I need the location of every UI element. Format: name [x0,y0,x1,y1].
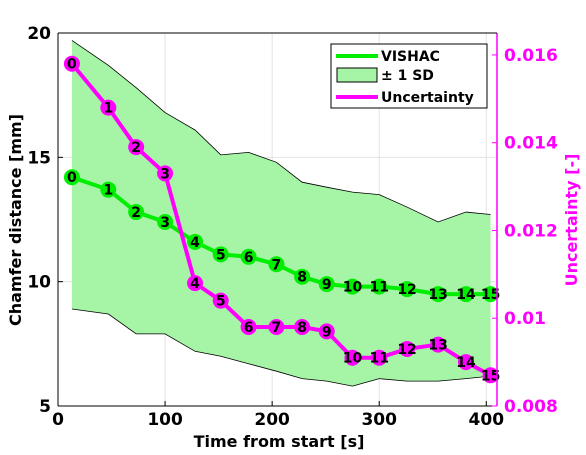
y-right-tick-label-3: 0.014 [504,134,558,154]
y-tick-label-2: 15 [27,148,51,168]
axes: 0 100 200 300 40051015200.0080.010.0120.0140… [27,24,558,430]
uncertainty-point-1 [100,99,117,116]
vishac-point-8 [294,268,311,285]
uncertainty-point-label-14: 14 [456,355,476,371]
vishac-point-14 [457,286,474,303]
uncertainty-point-label-15: 15 [481,368,500,384]
vishac-point-label-5: 5 [216,247,226,263]
vishac-point-label-0: 0 [67,170,77,186]
vishac-point-label-2: 2 [131,205,141,221]
x-tick-label-4: 400 [469,410,505,430]
vishac-point-2 [128,204,145,221]
legend-band-label: ± 1 SD [381,68,434,84]
uncertainty-point-label-1: 1 [103,101,113,117]
uncertainty-point-11 [371,349,388,366]
uncertainty-point-label-3: 3 [160,166,170,182]
uncertainty-line [70,62,492,378]
uncertainty-point-4 [187,275,204,292]
x-tick-label-0: 0 [52,410,64,430]
vishac-point-label-8: 8 [297,270,307,286]
vishac-point-label-6: 6 [244,250,254,266]
vishac-point-label-15: 15 [481,287,500,303]
vishac-point-10 [344,278,361,295]
vishac-point-label-7: 7 [272,257,282,273]
vishac-point-7 [268,256,285,273]
vishac-point-label-13: 13 [428,287,447,303]
sd-band-lower-edge [71,308,491,387]
uncertainty-point-0 [63,55,80,72]
uncertainty-point-label-11: 11 [369,351,388,367]
vishac-point-label-1: 1 [103,183,113,199]
uncertainty-point-14 [457,354,474,371]
sd-band-area [71,40,491,387]
uncertainty-point-15 [482,367,499,384]
uncertainty-point-label-10: 10 [343,351,363,367]
uncertainty-point-label-7: 7 [272,320,282,336]
vishac-point-3 [157,213,174,230]
x-tick-label-2: 200 [254,410,290,430]
uncertainty-point-label-4: 4 [190,276,200,292]
legend-vishac-label: VISHAC [381,49,440,65]
x-axis-label: Time from start [s] [194,432,365,451]
y-axis-right-label: Uncertainty [-] [562,154,581,287]
uncertainty-point-5 [212,292,229,309]
legend: VISHAC ± 1 SD Uncertainty [330,43,488,109]
uncertainty-point-label-2: 2 [131,140,141,156]
uncertainty-point-3 [157,165,174,182]
vishac-point-label-11: 11 [369,280,388,296]
legend-uncertainty-label: Uncertainty [381,90,474,106]
sd-band [71,40,491,387]
vishac-point-label-12: 12 [397,282,416,298]
x-tick-label-1: 100 [147,410,183,430]
legend-band-swatch [336,67,378,83]
y-right-tick-label-2: 0.012 [504,221,558,241]
y-axis-label: Chamfer distance [mm] [6,114,25,326]
y-right-tick-label-0: 0.008 [504,397,558,417]
uncertainty-point-label-8: 8 [297,320,307,336]
uncertainty-point-7 [268,319,285,336]
vishac-point-5 [212,246,229,263]
vishac-point-1 [100,181,117,198]
vishac-point-0 [63,169,80,186]
vishac-point-label-10: 10 [343,280,363,296]
uncertainty-point-9 [318,323,335,340]
uncertainty-point-label-5: 5 [216,294,226,310]
uncertainty-point-12 [399,340,416,357]
uncertainty-point-label-6: 6 [244,320,254,336]
sd-band-upper-edge [71,40,491,223]
uncertainty-point-8 [294,319,311,336]
uncertainty-point-6 [240,319,257,336]
vishac-point-12 [399,281,416,298]
uncertainty-point-label-13: 13 [428,338,447,354]
vishac-point-4 [187,233,204,250]
vishac-point-9 [318,276,335,293]
vishac-point-6 [240,248,257,265]
y-tick-label-3: 20 [27,24,51,44]
uncertainty-point-label-9: 9 [322,324,332,340]
uncertainty-point-2 [128,139,145,156]
uncertainty-point-13 [430,336,447,353]
vishac-point-13 [430,286,447,303]
vishac-point-label-3: 3 [160,215,170,231]
vishac-point-label-14: 14 [456,287,476,303]
vishac-point-label-9: 9 [322,277,332,293]
uncertainty-point-label-12: 12 [397,342,416,358]
x-tick-label-3: 300 [361,410,397,430]
uncertainty-point-10 [344,349,361,366]
vishac-line [71,175,491,297]
vishac-point-label-4: 4 [190,235,200,251]
vishac-point-15 [482,286,499,303]
vishac-point-11 [371,278,388,295]
y-tick-label-0: 5 [39,397,51,417]
y-right-tick-label-4: 0.016 [504,46,558,66]
uncertainty-point-label-0: 0 [67,57,77,73]
y-right-tick-label-1: 0.01 [504,309,546,329]
y-tick-label-1: 10 [27,273,51,293]
